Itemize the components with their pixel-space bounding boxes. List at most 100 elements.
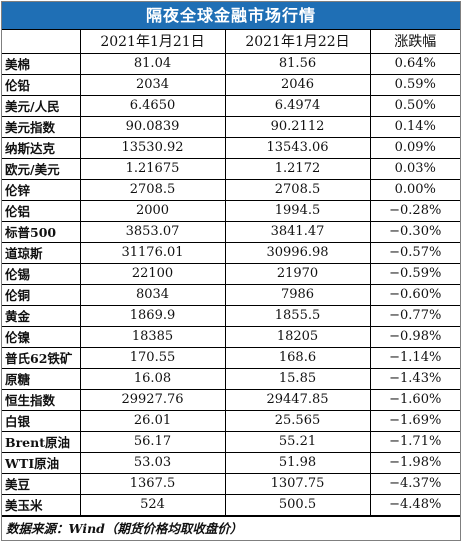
row-change: −0.30% [369, 220, 460, 243]
row-value-date-2: 168.6 [224, 346, 371, 369]
row-value-date-1: 90.0839 [79, 115, 226, 138]
row-value-date-2: 1855.5 [224, 304, 371, 327]
row-change: −4.48% [369, 493, 460, 516]
market-table: 2021年1月21日 2021年1月22日 涨跌幅 美棉 81.04 81.56 0.… [2, 30, 460, 516]
row-value-date-2: 90.2112 [224, 115, 371, 138]
row-change: 0.50% [369, 94, 460, 117]
row-value-date-1: 3853.07 [79, 220, 226, 243]
row-change: −0.60% [369, 283, 460, 306]
row-name: 美元/人民 [2, 94, 81, 117]
row-value-date-2: 3841.47 [224, 220, 371, 243]
row-name: 普氏62铁矿 [2, 346, 81, 369]
row-value-date-2: 18205 [224, 325, 371, 348]
row-value-date-2: 500.5 [224, 493, 371, 516]
row-name: 美豆 [2, 472, 81, 495]
table-row: 原糖 16.08 15.85 −1.43% [2, 367, 460, 390]
row-name: 欧元/美元 [2, 157, 81, 180]
row-name: 伦铅 [2, 73, 81, 96]
row-name: 黄金 [2, 304, 81, 327]
row-change: −0.98% [369, 325, 460, 348]
row-value-date-1: 2708.5 [79, 178, 226, 201]
row-value-date-2: 81.56 [224, 52, 371, 75]
header-name [2, 30, 81, 54]
row-value-date-1: 31176.01 [79, 241, 226, 264]
table-row: 黄金 1869.9 1855.5 −0.77% [2, 304, 460, 327]
row-value-date-2: 13543.06 [224, 136, 371, 159]
table-row: 道琼斯 31176.01 30996.98 −0.57% [2, 241, 460, 264]
header-change: 涨跌幅 [369, 30, 460, 54]
row-value-date-2: 6.4974 [224, 94, 371, 117]
row-value-date-1: 53.03 [79, 451, 226, 474]
row-value-date-1: 81.04 [79, 52, 226, 75]
row-change: −0.28% [369, 199, 460, 222]
row-value-date-2: 51.98 [224, 451, 371, 474]
row-value-date-1: 1.21675 [79, 157, 226, 180]
row-value-date-1: 13530.92 [79, 136, 226, 159]
row-change: −1.71% [369, 430, 460, 453]
row-value-date-1: 2000 [79, 199, 226, 222]
table-row: WTI原油 53.03 51.98 −1.98% [2, 451, 460, 474]
table-row: 标普500 3853.07 3841.47 −0.30% [2, 220, 460, 243]
row-value-date-2: 1307.75 [224, 472, 371, 495]
table-row: 伦铜 8034 7986 −0.60% [2, 283, 460, 306]
table-row: 欧元/美元 1.21675 1.2172 0.03% [2, 157, 460, 180]
row-name: 伦锡 [2, 262, 81, 285]
table-row: 美元/人民 6.4650 6.4974 0.50% [2, 94, 460, 117]
row-value-date-1: 170.55 [79, 346, 226, 369]
row-change: 0.03% [369, 157, 460, 180]
table-row: 美玉米 524 500.5 −4.48% [2, 493, 460, 516]
row-change: −0.57% [369, 241, 460, 264]
row-value-date-1: 16.08 [79, 367, 226, 390]
row-value-date-1: 29927.76 [79, 388, 226, 411]
table-row: 纳斯达克 13530.92 13543.06 0.09% [2, 136, 460, 159]
row-name: 标普500 [2, 220, 81, 243]
table-row: 伦铝 2000 1994.5 −0.28% [2, 199, 460, 222]
table-row: 伦锌 2708.5 2708.5 0.00% [2, 178, 460, 201]
row-value-date-2: 1994.5 [224, 199, 371, 222]
row-name: 伦锌 [2, 178, 81, 201]
row-change: 0.09% [369, 136, 460, 159]
row-value-date-1: 22100 [79, 262, 226, 285]
row-value-date-1: 1869.9 [79, 304, 226, 327]
row-name: 伦铝 [2, 199, 81, 222]
row-value-date-2: 1.2172 [224, 157, 371, 180]
row-value-date-1: 56.17 [79, 430, 226, 453]
table-row: 恒生指数 29927.76 29447.85 −1.60% [2, 388, 460, 411]
row-change: −1.98% [369, 451, 460, 474]
row-name: 恒生指数 [2, 388, 81, 411]
row-value-date-2: 21970 [224, 262, 371, 285]
row-value-date-1: 2034 [79, 73, 226, 96]
row-name: 道琼斯 [2, 241, 81, 264]
row-change: −1.14% [369, 346, 460, 369]
table-row: 伦镍 18385 18205 −0.98% [2, 325, 460, 348]
row-change: −1.69% [369, 409, 460, 432]
row-change: 0.14% [369, 115, 460, 138]
row-value-date-2: 25.565 [224, 409, 371, 432]
row-value-date-1: 524 [79, 493, 226, 516]
row-change: −1.60% [369, 388, 460, 411]
row-change: −4.37% [369, 472, 460, 495]
row-name: 纳斯达克 [2, 136, 81, 159]
row-name: 原糖 [2, 367, 81, 390]
header-date-1: 2021年1月21日 [79, 30, 226, 54]
header-date-2: 2021年1月22日 [224, 30, 371, 54]
row-name: 伦铜 [2, 283, 81, 306]
table-row: 伦锡 22100 21970 −0.59% [2, 262, 460, 285]
row-change: −0.77% [369, 304, 460, 327]
row-name: 伦镍 [2, 325, 81, 348]
row-change: 0.00% [369, 178, 460, 201]
row-value-date-2: 7986 [224, 283, 371, 306]
row-change: 0.59% [369, 73, 460, 96]
row-change: −1.43% [369, 367, 460, 390]
row-value-date-2: 29447.85 [224, 388, 371, 411]
row-value-date-1: 26.01 [79, 409, 226, 432]
row-name: 美棉 [2, 52, 81, 75]
header-row: 2021年1月21日 2021年1月22日 涨跌幅 [2, 30, 460, 54]
table-row: 伦铅 2034 2046 0.59% [2, 73, 460, 96]
table-row: 美棉 81.04 81.56 0.64% [2, 52, 460, 75]
row-value-date-1: 8034 [79, 283, 226, 306]
table-row: 美元指数 90.0839 90.2112 0.14% [2, 115, 460, 138]
row-value-date-2: 55.21 [224, 430, 371, 453]
row-name: 美元指数 [2, 115, 81, 138]
row-value-date-1: 1367.5 [79, 472, 226, 495]
